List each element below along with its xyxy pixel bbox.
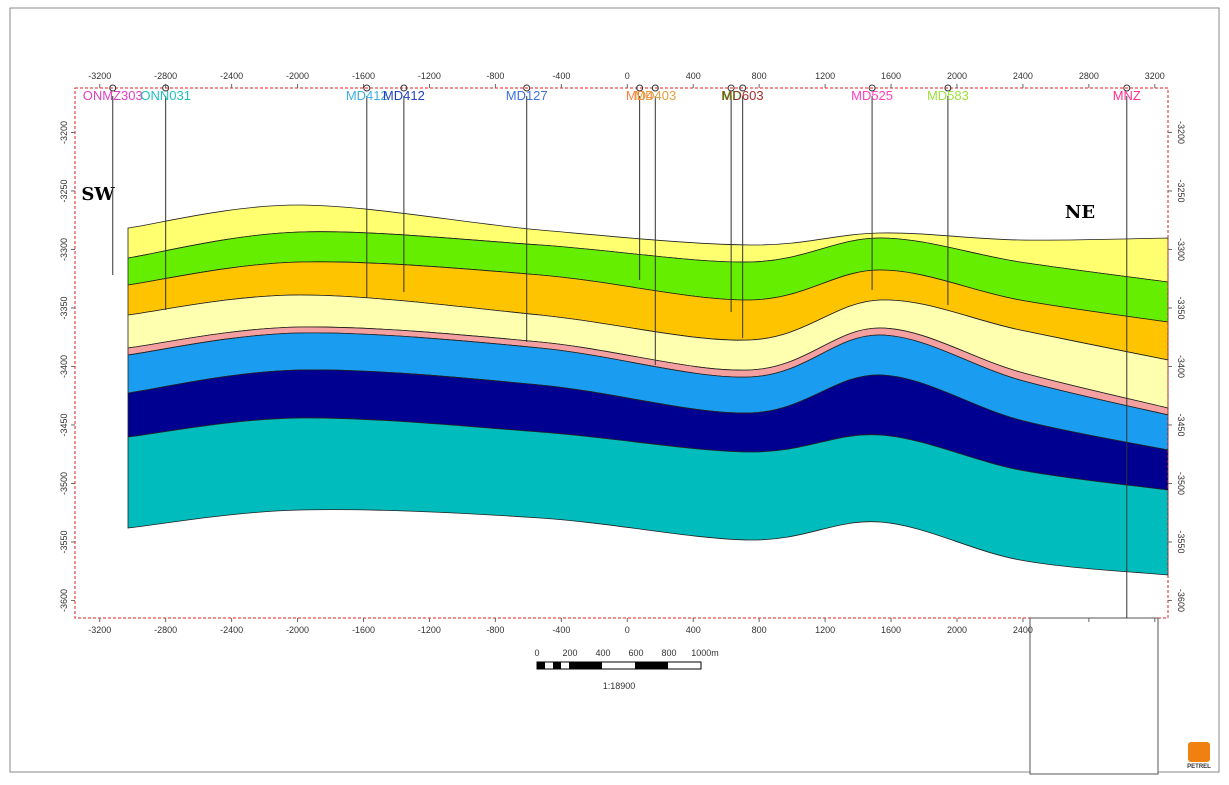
y-tick-label: -3350 (1176, 296, 1186, 319)
well-label: MD603 (722, 88, 764, 103)
x-tick-label: 1600 (881, 71, 901, 81)
y-tick-label: -3350 (59, 296, 69, 319)
y-tick-label: -3450 (59, 413, 69, 436)
scale-label: 400 (595, 648, 610, 658)
x-tick-label: 2400 (1013, 625, 1033, 635)
x-tick-label: 800 (752, 71, 767, 81)
overlay-box (1030, 618, 1158, 774)
x-tick-label: -2800 (154, 71, 177, 81)
y-tick-label: -3500 (1176, 472, 1186, 495)
x-tick-label: 400 (686, 625, 701, 635)
x-tick-label: -800 (486, 625, 504, 635)
x-tick-label: 400 (686, 71, 701, 81)
y-tick-label: -3250 (59, 179, 69, 202)
well-label: MD412 (346, 88, 388, 103)
x-tick-label: -2800 (154, 625, 177, 635)
page: SW NE 0 200 400 600 800 1000m 1:18900 PE… (0, 0, 1229, 780)
scale-label: 1000m (691, 648, 719, 658)
x-tick-label: 2400 (1013, 71, 1033, 81)
well-label: MD583 (927, 88, 969, 103)
y-tick-label: -3300 (1176, 238, 1186, 261)
x-tick-label: -2000 (286, 71, 309, 81)
well-label: MD403 (634, 88, 676, 103)
scale-label: 600 (628, 648, 643, 658)
y-tick-label: -3400 (59, 355, 69, 378)
x-tick-label: 2000 (947, 71, 967, 81)
x-tick-label: -800 (486, 71, 504, 81)
x-tick-label: 800 (752, 625, 767, 635)
y-tick-label: -3300 (59, 238, 69, 261)
x-tick-label: 0 (625, 71, 630, 81)
x-tick-label: 1200 (815, 71, 835, 81)
y-tick-label: -3550 (59, 530, 69, 553)
y-tick-label: -3400 (1176, 355, 1186, 378)
x-tick-label: 1600 (881, 625, 901, 635)
x-tick-label: 2000 (947, 625, 967, 635)
x-tick-label: -400 (552, 625, 570, 635)
x-tick-label: -2400 (220, 71, 243, 81)
annotation: NE (1065, 202, 1095, 223)
x-tick-label: -3200 (88, 71, 111, 81)
logo-icon (1188, 742, 1210, 762)
well-label: ONN031 (140, 88, 191, 103)
well-label: MD127 (506, 88, 548, 103)
well-label: MD412 (383, 88, 425, 103)
x-tick-label: -1200 (418, 71, 441, 81)
x-tick-label: -2400 (220, 625, 243, 635)
y-tick-label: -3200 (59, 121, 69, 144)
x-tick-label: 2800 (1079, 71, 1099, 81)
y-tick-label: -3450 (1176, 413, 1186, 436)
y-tick-label: -3600 (1176, 589, 1186, 612)
x-tick-label: -1600 (352, 625, 375, 635)
x-tick-label: -2000 (286, 625, 309, 635)
scale-label: 0 (534, 648, 539, 658)
logo: PETREL (1187, 764, 1211, 770)
scale-ratio: 1:18900 (603, 681, 636, 691)
y-tick-label: -3250 (1176, 179, 1186, 202)
x-tick-label: 3200 (1145, 71, 1165, 81)
y-tick-label: -3600 (59, 589, 69, 612)
x-tick-label: -1600 (352, 71, 375, 81)
x-tick-label: 0 (625, 625, 630, 635)
well-label: MNZ (1113, 88, 1141, 103)
scale-label: 800 (661, 648, 676, 658)
y-tick-label: -3500 (59, 472, 69, 495)
y-tick-label: -3200 (1176, 121, 1186, 144)
x-tick-label: -400 (552, 71, 570, 81)
x-tick-label: -1200 (418, 625, 441, 635)
y-tick-label: -3550 (1176, 530, 1186, 553)
well-label: ONMZ303 (83, 88, 143, 103)
annotation: SW (81, 184, 115, 205)
well-label: MD525 (851, 88, 893, 103)
scale-label: 200 (562, 648, 577, 658)
x-tick-label: -3200 (88, 625, 111, 635)
x-tick-label: 1200 (815, 625, 835, 635)
